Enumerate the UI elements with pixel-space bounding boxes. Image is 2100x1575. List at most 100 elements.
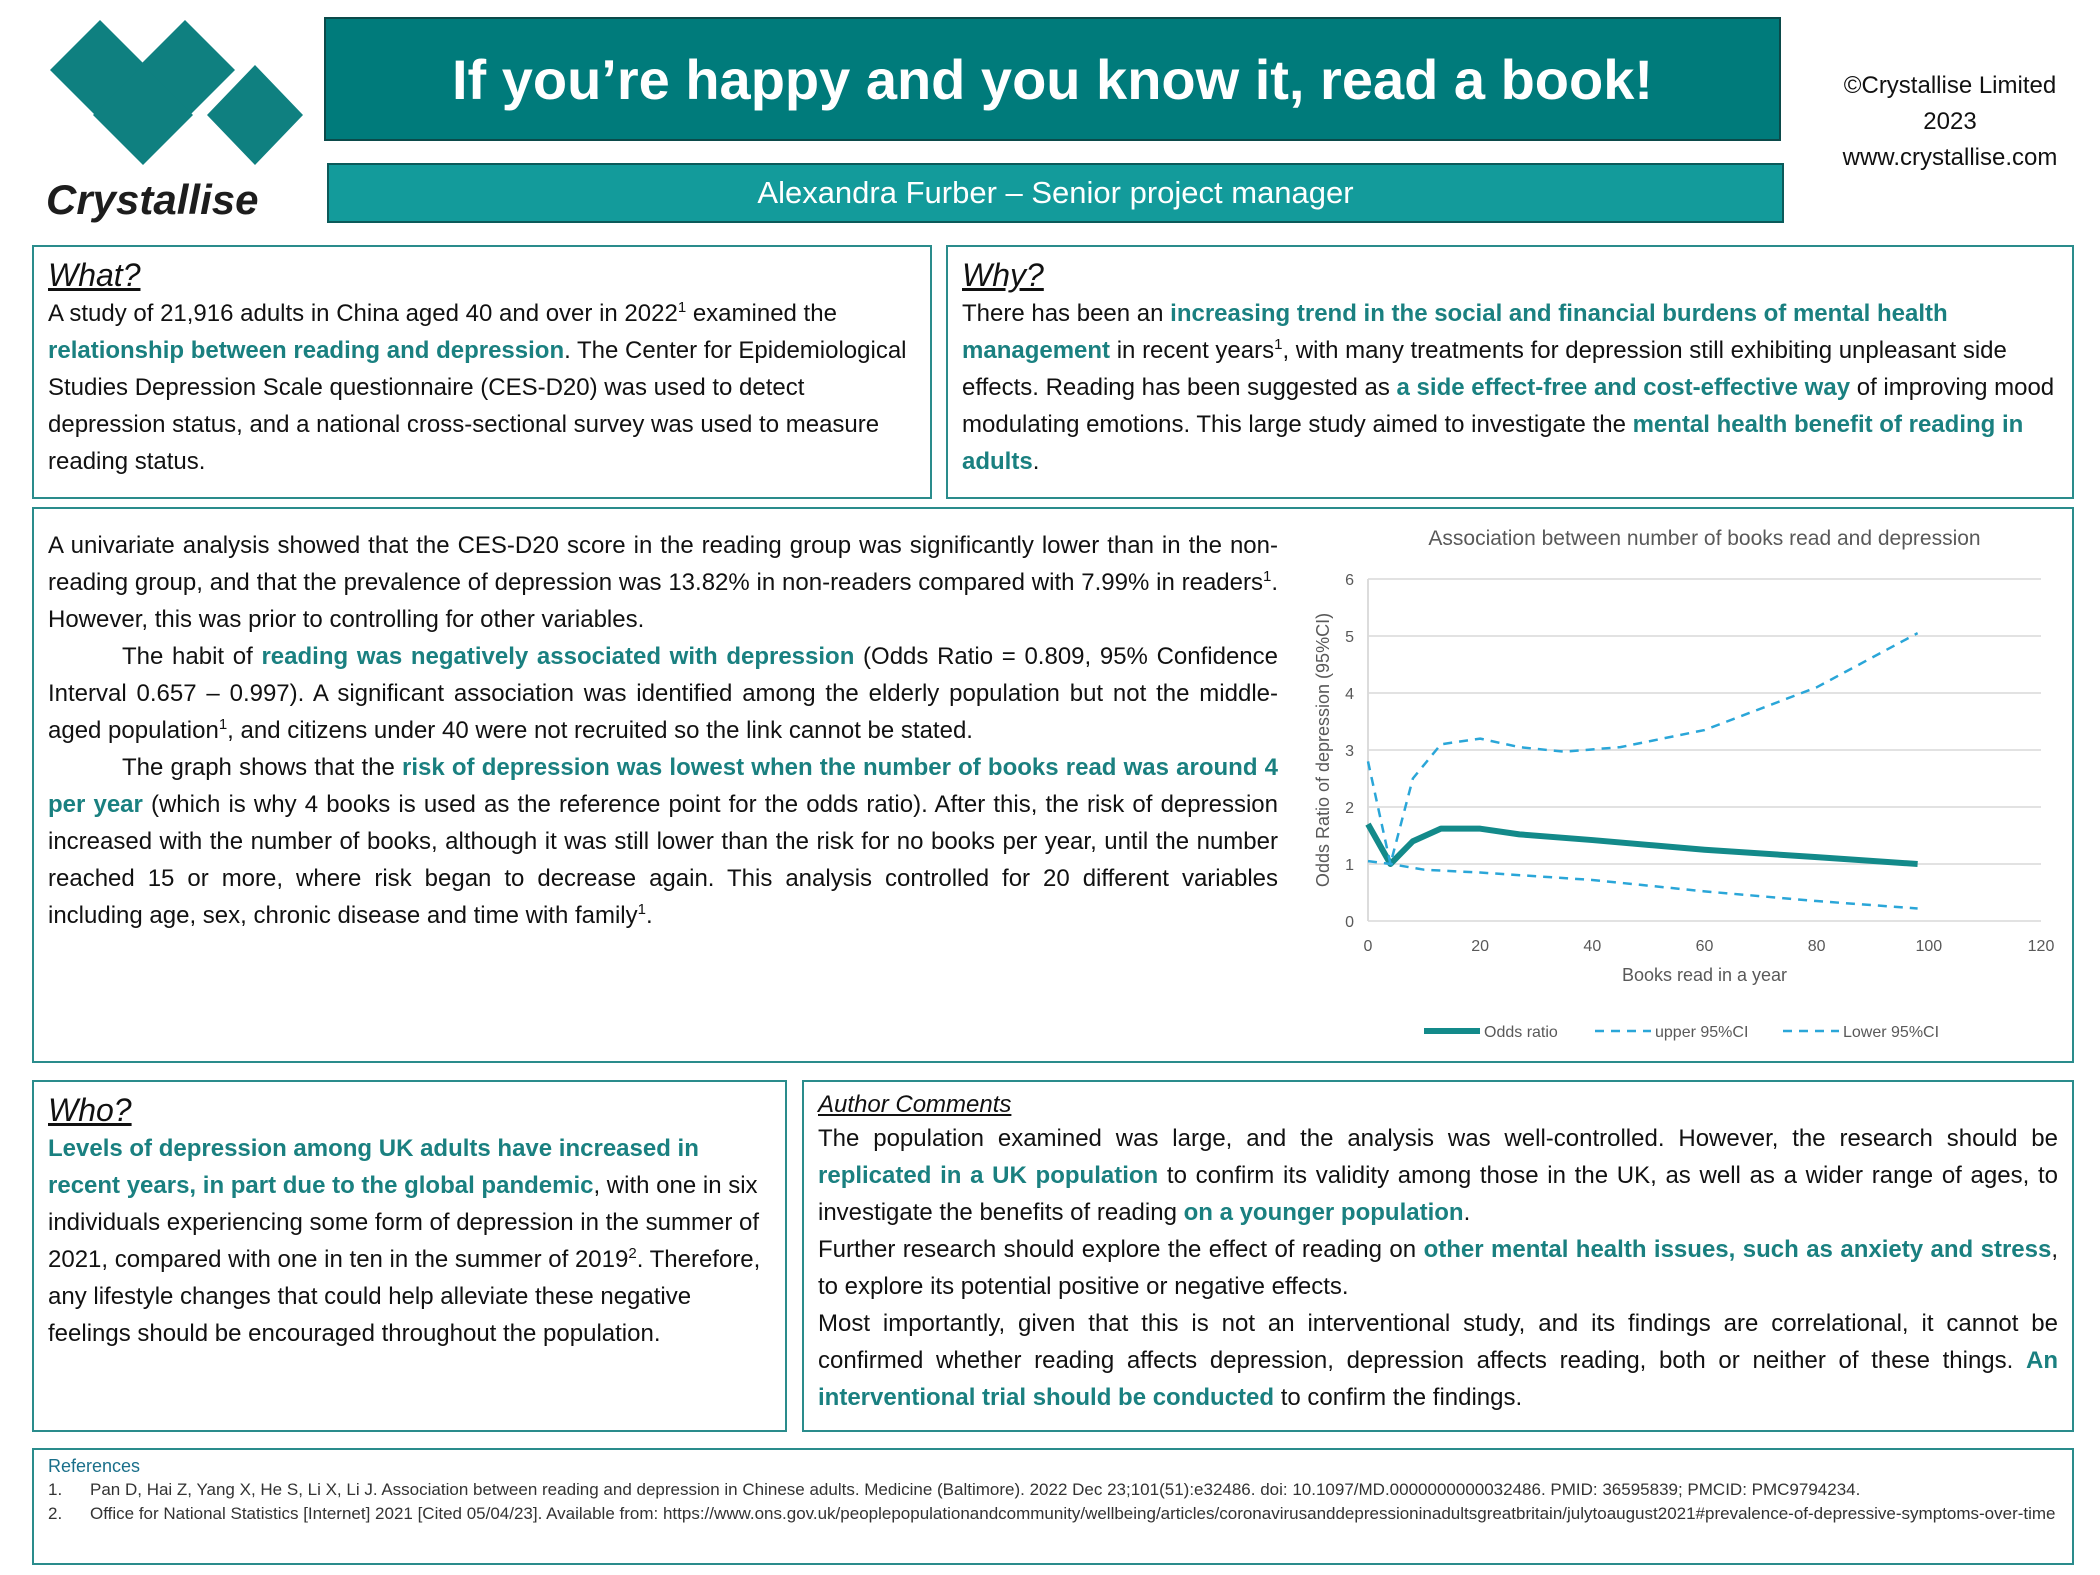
text-run: , with one in six individuals experienci… (48, 1172, 760, 1273)
data-line (1366, 632, 1919, 866)
title: If you’re happy and you know it, read a … (451, 47, 1654, 111)
text-run: 2 (628, 1245, 637, 1262)
highlight: risk of depression was lowest when the n… (48, 754, 1279, 818)
reference-number: 1. (48, 1480, 63, 1499)
x-axis-label: Books read in a year (1622, 965, 1787, 985)
text-run: A univariate analysis showed that the CE… (48, 532, 1278, 596)
x-tick-label: 100 (1915, 938, 1942, 955)
text-run: to confirm the findings. (1274, 1384, 1523, 1411)
y-tick-label: 3 (1345, 743, 1354, 760)
text-run: 1 (1274, 336, 1283, 353)
legend-label: Lower 95%CI (1843, 1024, 1939, 1041)
text-run: The habit of (122, 643, 262, 670)
logo-diamonds (50, 20, 303, 165)
highlight: reading was negatively associated with d… (261, 643, 855, 670)
text-run: 1 (637, 901, 646, 918)
highlight: other mental health issues, such as anxi… (1423, 1236, 2052, 1263)
text-run: (Odds Ratio = 0.809, 95% Confidence Inte… (48, 643, 1278, 744)
text-run: 1 (218, 716, 228, 733)
reference-text: Pan D, Hai Z, Yang X, He S, Li X, Li J. … (90, 1480, 1861, 1499)
who-text: Levels of depression among UK adults hav… (48, 1130, 771, 1352)
text-run: . The Center for Epidemiological Studies… (48, 337, 907, 475)
y-tick-label: 5 (1345, 629, 1354, 646)
text-run: The graph shows that the (122, 754, 402, 781)
data-line (1365, 822, 1918, 867)
chart-title: Association between number of books read… (1428, 527, 1980, 550)
heading: Who? (48, 1092, 132, 1128)
y-tick-label: 4 (1345, 686, 1354, 703)
logo-text: Crystallise (46, 176, 258, 223)
paragraph: The graph shows that the risk of depress… (48, 749, 1278, 934)
copyright-line: www.crystallise.com (1842, 144, 2058, 171)
highlight: Levels of depression among UK adults hav… (48, 1135, 699, 1199)
text-run: A study of 21,916 adults in China aged 4… (48, 300, 678, 327)
title-box: If you’re happy and you know it, read a … (324, 17, 1781, 141)
reference-list: 1. Pan D, Hai Z, Yang X, He S, Li X, Li J… (48, 1478, 2058, 1526)
subtitle-box: Alexandra Furber – Senior project manage… (327, 163, 1784, 223)
legend-label: Odds ratio (1484, 1024, 1558, 1041)
what-box: What? A study of 21,916 adults in China … (32, 245, 932, 499)
highlight: relationship between reading and depress… (48, 337, 565, 364)
text-run: examined the (686, 300, 837, 327)
y-tick-label: 0 (1345, 914, 1354, 931)
text-run: . However, this was prior to controlling… (48, 569, 1278, 633)
highlight: increasing trend in the social and finan… (962, 300, 1948, 364)
highlight: replicated in a UK population (818, 1162, 1159, 1189)
text-run: Further research should explore the effe… (818, 1236, 1424, 1263)
why-box: Why? There has been an increasing trend … (946, 245, 2074, 499)
heading: Author Comments (818, 1091, 1012, 1118)
text-run: , to explore its potential positive or n… (818, 1236, 2058, 1300)
references-box: References 1. Pan D, Hai Z, Yang X, He S,… (32, 1448, 2074, 1565)
x-tick-label: 40 (1583, 938, 1601, 955)
comments-text: The population examined was large, and t… (818, 1120, 2058, 1416)
paragraph: The habit of reading was negatively asso… (48, 638, 1278, 749)
what-text: A study of 21,916 adults in China aged 4… (48, 295, 916, 480)
paragraph: The population examined was large, and t… (818, 1120, 2058, 1231)
reference-text: Office for National Statistics [Internet… (90, 1504, 2056, 1523)
highlight: on a younger population (1183, 1199, 1464, 1226)
text-run: The population examined was large, and t… (818, 1125, 2058, 1152)
text-run: . (645, 902, 653, 929)
text-run: (which is why 4 books is used as the ref… (48, 791, 1278, 929)
heading: References (48, 1456, 141, 1476)
reference: 1. Pan D, Hai Z, Yang X, He S, Li X, Li J… (48, 1478, 2058, 1502)
x-tick-label: 20 (1471, 938, 1489, 955)
paragraph: Most importantly, given that this is not… (818, 1305, 2058, 1416)
comments-box: Author Comments The population examined … (802, 1080, 2074, 1432)
text-run: to confirm its validity among those in t… (818, 1162, 2058, 1226)
why-text: There has been an increasing trend in th… (962, 295, 2058, 480)
x-tick-label: 120 (2028, 938, 2055, 955)
x-tick-label: 60 (1696, 938, 1714, 955)
x-tick-label: 0 (1364, 938, 1373, 955)
findings-text: A univariate analysis showed that the CE… (48, 527, 1278, 934)
copyright-line: 2023 (1923, 108, 1977, 135)
text-run: , and citizens under 40 were not recruit… (227, 717, 973, 744)
heading: What? (48, 257, 141, 293)
paragraph: A study of 21,916 adults in China aged 4… (48, 295, 916, 480)
who-box: Who? Levels of depression among UK adult… (32, 1080, 787, 1432)
copyright-line: ©Crystallise Limited (1843, 72, 2057, 99)
y-tick-label: 6 (1345, 572, 1354, 589)
reference: 2. Office for National Statistics [Intern… (48, 1502, 2058, 1526)
highlight: An interventional trial should be conduc… (818, 1347, 2058, 1411)
text-run: Most importantly, given that this is not… (818, 1310, 2058, 1374)
reference-number: 2. (48, 1504, 63, 1523)
copyright: ©Crystallise Limited 2023 www.crystallise.… (1800, 68, 2100, 176)
text-run: There has been an (962, 300, 1171, 327)
paragraph: A univariate analysis showed that the CE… (48, 527, 1278, 638)
y-axis-label: Odds Ratio of depression (95%CI) (1313, 613, 1333, 887)
text-run: , with many treatments for depression st… (962, 337, 2007, 401)
highlight: a side effect-free and cost-effective wa… (1396, 374, 1851, 401)
paragraph: Further research should explore the effe… (818, 1231, 2058, 1305)
text-run: . (1032, 448, 1040, 475)
heading: Why? (962, 257, 1044, 293)
subtitle: Alexandra Furber – Senior project manage… (757, 175, 1354, 210)
text-run: 1 (1262, 568, 1272, 585)
y-tick-label: 1 (1345, 857, 1354, 874)
paragraph: There has been an increasing trend in th… (962, 295, 2058, 480)
text-run: in recent years (1110, 337, 1275, 364)
legend-label: upper 95%CI (1655, 1024, 1748, 1041)
text-run: . (1463, 1199, 1471, 1226)
